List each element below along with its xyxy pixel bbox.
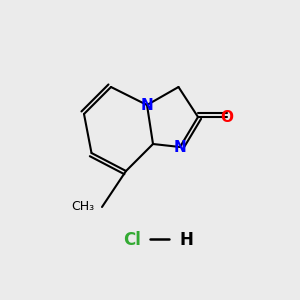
Text: H: H bbox=[179, 231, 193, 249]
Text: O: O bbox=[220, 110, 233, 124]
Text: N: N bbox=[174, 140, 186, 154]
Text: N: N bbox=[141, 98, 153, 112]
Text: CH₃: CH₃ bbox=[71, 200, 94, 214]
Text: Cl: Cl bbox=[123, 231, 141, 249]
